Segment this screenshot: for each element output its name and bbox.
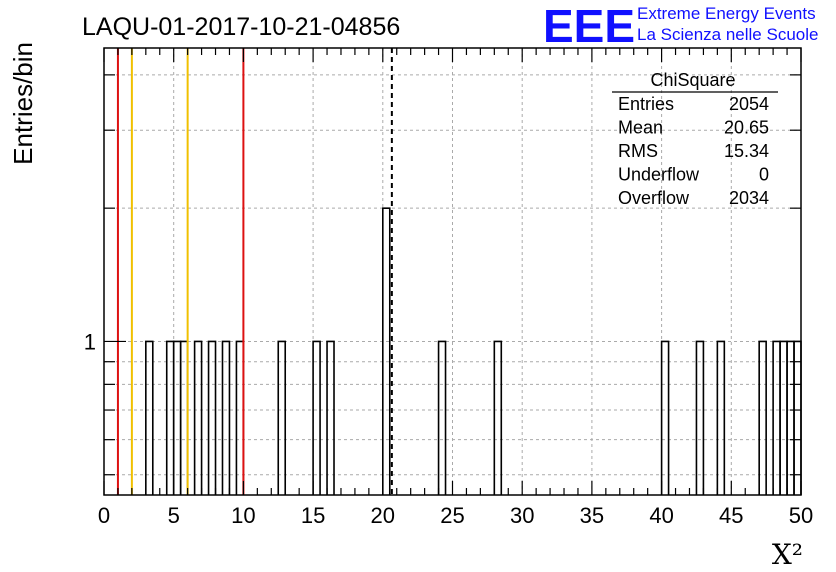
y-tick-label: 1 xyxy=(84,329,96,354)
y-tick-labels: 1 xyxy=(84,329,96,354)
histogram-bar xyxy=(277,340,287,495)
histogram-bar xyxy=(437,340,447,495)
histogram-bar xyxy=(695,340,705,495)
grid-lines xyxy=(104,48,801,495)
stats-row-label: Underflow xyxy=(618,165,700,185)
histogram-bar xyxy=(193,340,203,495)
histogram-bar xyxy=(382,207,391,495)
histogram-bar xyxy=(145,340,154,495)
histogram-bar xyxy=(758,340,767,495)
stats-row-value: 15.34 xyxy=(724,141,769,161)
stats-row-label: Mean xyxy=(618,118,663,138)
x-tick-label: 5 xyxy=(168,503,180,528)
eee-logo-line2: La Scienza nelle Scuole xyxy=(637,25,818,44)
y-axis-label: Entries/bin xyxy=(8,42,38,165)
stats-box-title: ChiSquare xyxy=(650,70,735,90)
stats-row-value: 0 xyxy=(759,165,769,185)
stats-row-value: 20.65 xyxy=(724,118,769,138)
histogram-bar xyxy=(165,340,175,495)
x-tick-label: 40 xyxy=(649,503,673,528)
histogram-bar xyxy=(221,340,231,495)
x-axis-label: X² xyxy=(772,538,803,571)
histogram-bar xyxy=(772,340,781,495)
histogram-bar xyxy=(779,340,788,495)
eee-logo-line1: Extreme Energy Events xyxy=(637,4,816,23)
histogram-bar xyxy=(207,340,217,495)
stats-row-label: Overflow xyxy=(618,188,690,208)
histogram-bar xyxy=(660,340,670,495)
stats-row-label: RMS xyxy=(618,141,658,161)
x-tick-label: 15 xyxy=(301,503,325,528)
histogram-bar xyxy=(716,340,726,495)
histogram-bar xyxy=(179,340,189,495)
histogram-bar xyxy=(326,340,335,495)
x-tick-label: 50 xyxy=(789,503,813,528)
stats-box-rows: Entries 2054 Mean 20.65 RMS 15.34 Underflow 0 Ov… xyxy=(618,94,769,208)
x-tick-label: 35 xyxy=(580,503,604,528)
x-tick-label: 30 xyxy=(510,503,534,528)
histogram-bar xyxy=(493,340,503,495)
histogram-bar xyxy=(786,340,795,495)
stats-row-value: 2034 xyxy=(729,188,769,208)
axis-ticks xyxy=(103,48,802,495)
histogram-bar xyxy=(235,340,245,495)
histogram-bar xyxy=(172,340,182,495)
eee-logo-mark: EEE xyxy=(543,0,635,52)
reference-lines xyxy=(116,48,393,495)
x-tick-label: 20 xyxy=(371,503,395,528)
histogram-bar xyxy=(312,340,321,495)
chart-title: LAQU-01-2017-10-21-04856 xyxy=(82,13,400,41)
x-tick-label: 45 xyxy=(719,503,743,528)
x-tick-label: 0 xyxy=(98,503,110,528)
x-tick-label: 25 xyxy=(440,503,464,528)
eee-logo: EEE Extreme Energy Events La Scienza nel… xyxy=(543,0,818,52)
stats-row-label: Entries xyxy=(618,94,674,114)
stats-row-value: 2054 xyxy=(729,94,769,114)
stats-box: ChiSquare Entries 2054 Mean 20.65 RMS 15.34 Un… xyxy=(612,70,778,208)
x-tick-labels: 0 5 10 15 20 25 30 35 40 45 50 xyxy=(98,503,813,528)
histogram-bar xyxy=(793,340,802,495)
x-tick-label: 10 xyxy=(231,503,255,528)
